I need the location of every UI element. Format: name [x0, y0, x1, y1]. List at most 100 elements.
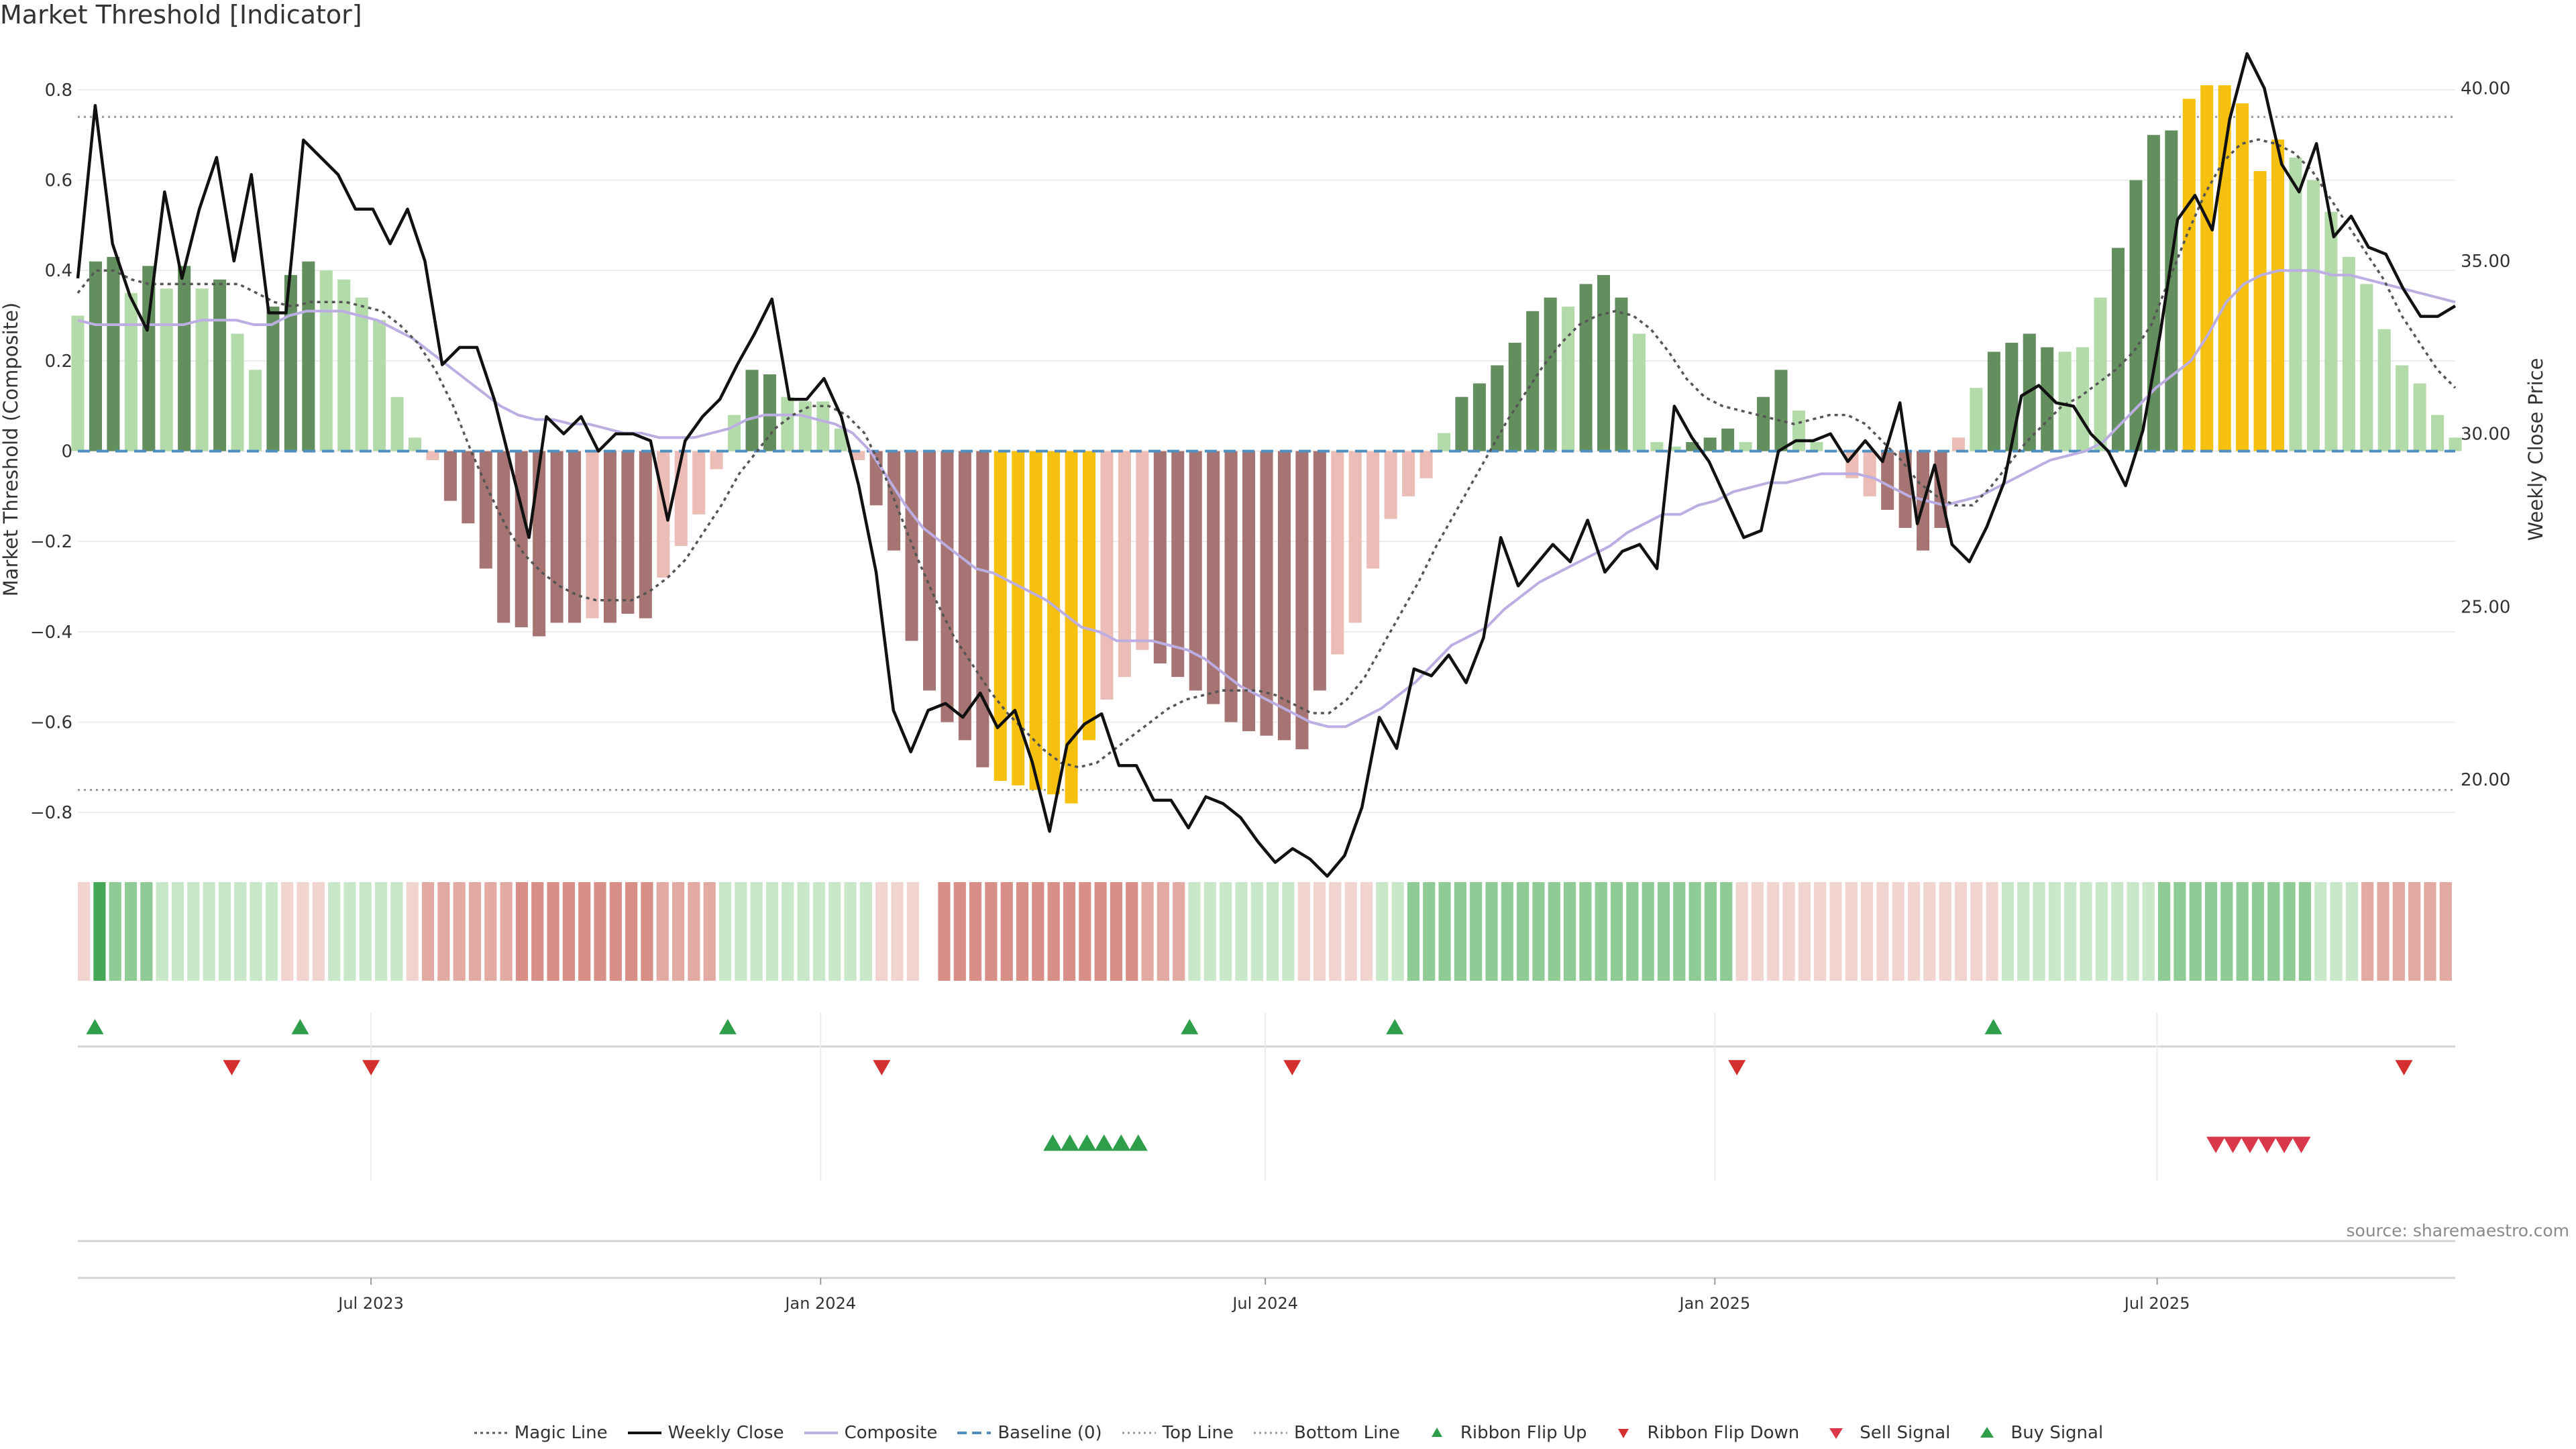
- ribbon-cell: [906, 882, 919, 981]
- ribbon-cell: [1203, 882, 1216, 981]
- composite-bar: [1331, 451, 1344, 655]
- series-lines: [76, 52, 2457, 878]
- ribbon-cell: [718, 882, 732, 981]
- y2-tick-label: 35.00: [2461, 252, 2510, 272]
- y-tick-label: −0.4: [30, 623, 72, 643]
- buy-signal-marker: [1094, 1134, 1114, 1151]
- ribbon-cell: [1220, 882, 1232, 981]
- composite-bar: [284, 274, 297, 451]
- ribbon-cell: [1000, 882, 1013, 981]
- composite-bar: [603, 451, 616, 623]
- ribbon-flip-up-marker: [718, 1019, 737, 1034]
- ribbon-flip-down-marker: [362, 1060, 380, 1075]
- legend-swatch: [1829, 1428, 1843, 1439]
- composite-bar: [692, 451, 706, 515]
- ribbon-cell: [609, 882, 622, 981]
- ribbon-cell: [1735, 882, 1748, 981]
- ribbon-cell: [547, 882, 559, 981]
- ribbon-cell: [1267, 882, 1279, 981]
- ribbon-flip-up-marker: [1984, 1019, 2002, 1034]
- ribbon-cell: [797, 882, 810, 981]
- composite-bar: [2360, 284, 2373, 451]
- ribbon-cell: [2220, 882, 2233, 981]
- composite-bar: [2218, 85, 2231, 451]
- ribbon-flip-up-marker: [291, 1019, 309, 1034]
- composite-bar: [1384, 451, 1397, 519]
- ribbon-flip-down-marker: [1283, 1060, 1301, 1075]
- composite-bar: [1295, 451, 1309, 749]
- composite-bar: [2129, 180, 2143, 451]
- ribbon-cell: [765, 882, 779, 981]
- ribbon-cell: [2204, 882, 2218, 981]
- ribbon-cell: [1376, 882, 1389, 981]
- y-tick-label: 0.2: [45, 352, 72, 372]
- y2-axis-label: Weekly Close Price: [2524, 358, 2547, 541]
- ribbon-cell: [2236, 882, 2249, 981]
- composite-bar: [2094, 297, 2107, 451]
- composite-bar: [568, 451, 582, 623]
- ribbon-cell: [594, 882, 606, 981]
- composite-bar: [178, 266, 191, 451]
- x-tick-label: Jul 2024: [1231, 1294, 1298, 1313]
- legend-item-composite: Composite: [803, 1423, 937, 1443]
- composite-line: [77, 269, 2456, 729]
- legend-label: Bottom Line: [1294, 1422, 1400, 1443]
- ribbon-cell: [2189, 882, 2202, 981]
- y-axis-label: Market Threshold (Composite): [0, 303, 22, 596]
- ribbon-cell: [859, 882, 872, 981]
- ribbon-cell: [985, 882, 998, 981]
- ribbon-cell: [1313, 882, 1326, 981]
- legend-swatch: [627, 1432, 661, 1434]
- ribbon-cell: [2033, 882, 2045, 981]
- composite-bar: [1987, 352, 2000, 451]
- composite-bar: [1863, 451, 1876, 496]
- ribbon-cell: [406, 882, 419, 981]
- legend-label: Sell Signal: [1860, 1422, 1951, 1443]
- y2-tick-label: 25.00: [2461, 597, 2510, 617]
- buy-signal-marker: [1128, 1134, 1148, 1151]
- composite-bar: [728, 415, 741, 451]
- composite-bar: [1260, 451, 1273, 736]
- composite-bar: [2449, 437, 2462, 451]
- ribbon-cell: [297, 882, 309, 981]
- ribbon-cell: [1157, 882, 1169, 981]
- legend-swatch: [1254, 1432, 1287, 1434]
- ribbon-cell: [1610, 882, 1623, 981]
- sell-signal-marker: [2292, 1136, 2311, 1153]
- ribbon-cell: [437, 882, 450, 981]
- legend-label: Magic Line: [514, 1422, 608, 1443]
- ribbon-cell: [1407, 882, 1420, 981]
- composite-bar: [2377, 329, 2391, 451]
- legend-swatch: [1122, 1432, 1156, 1434]
- composite-bar: [248, 370, 262, 451]
- legend-label: Top Line: [1162, 1422, 1234, 1443]
- composite-bar: [1277, 451, 1291, 741]
- composite-bar: [337, 279, 351, 451]
- legend-item-top: Top Line: [1121, 1423, 1234, 1443]
- ribbon-cell: [2251, 882, 2265, 981]
- composite-bar: [213, 279, 227, 451]
- ribbon-cell: [2111, 882, 2124, 981]
- ribbon-cell: [1454, 882, 1466, 981]
- ribbon-cell: [1657, 882, 1670, 981]
- composite-bar: [160, 288, 173, 451]
- grid-layer: [78, 89, 2455, 1242]
- composite-bar: [816, 401, 830, 451]
- composite-bar: [89, 261, 102, 451]
- composite-bar: [2200, 85, 2214, 451]
- ribbon-cell: [688, 882, 700, 981]
- composite-bar: [2182, 99, 2196, 451]
- composite-bar: [195, 288, 209, 451]
- ribbon-cell: [1250, 882, 1263, 981]
- ribbon-cell: [1907, 882, 1921, 981]
- ribbon-cell: [1986, 882, 1998, 981]
- x-tick-label: Jan 2024: [784, 1294, 856, 1313]
- ribbon-cell: [875, 882, 888, 981]
- composite-bar: [763, 374, 776, 451]
- chart-canvas: 0.8 0.6 0.4 0.2 0 −0.2 −0.4 −0.6 −0.8 40.00 35.00 3…: [0, 52, 2547, 1313]
- ribbon-cell: [1892, 882, 1904, 981]
- composite-bar: [533, 451, 546, 637]
- composite-bar: [1012, 451, 1025, 786]
- composite-bar: [781, 396, 794, 451]
- composite-bar: [373, 320, 386, 451]
